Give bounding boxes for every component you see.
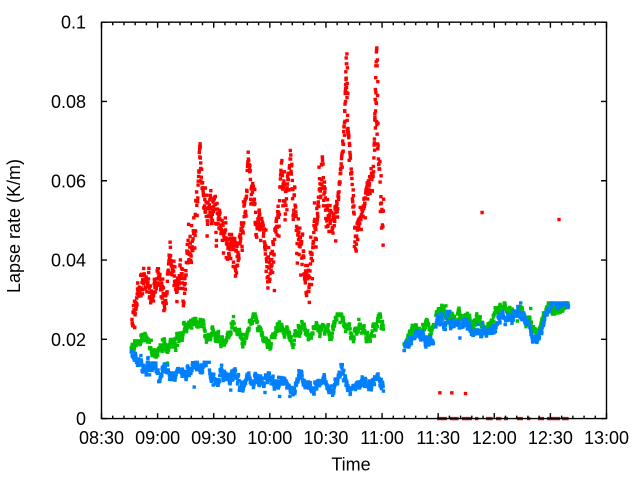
svg-text:12:00: 12:00 [472,428,517,448]
svg-text:0: 0 [76,409,86,429]
svg-text:11:30: 11:30 [416,428,460,448]
svg-text:09:00: 09:00 [135,428,180,448]
svg-text:09:30: 09:30 [191,428,236,448]
svg-text:10:00: 10:00 [247,428,292,448]
svg-text:0.08: 0.08 [51,92,86,112]
svg-text:0.02: 0.02 [51,330,86,350]
svg-text:Time: Time [331,455,370,475]
svg-text:12:30: 12:30 [528,428,573,448]
svg-text:08:30: 08:30 [79,428,124,448]
svg-text:0.1: 0.1 [61,13,86,33]
svg-text:10:30: 10:30 [303,428,348,448]
svg-text:Lapse rate (K/m): Lapse rate (K/m) [4,159,24,293]
svg-text:13:00: 13:00 [584,428,629,448]
svg-text:11:00: 11:00 [360,428,404,448]
svg-text:0.06: 0.06 [51,171,86,191]
svg-text:0.04: 0.04 [51,251,86,271]
